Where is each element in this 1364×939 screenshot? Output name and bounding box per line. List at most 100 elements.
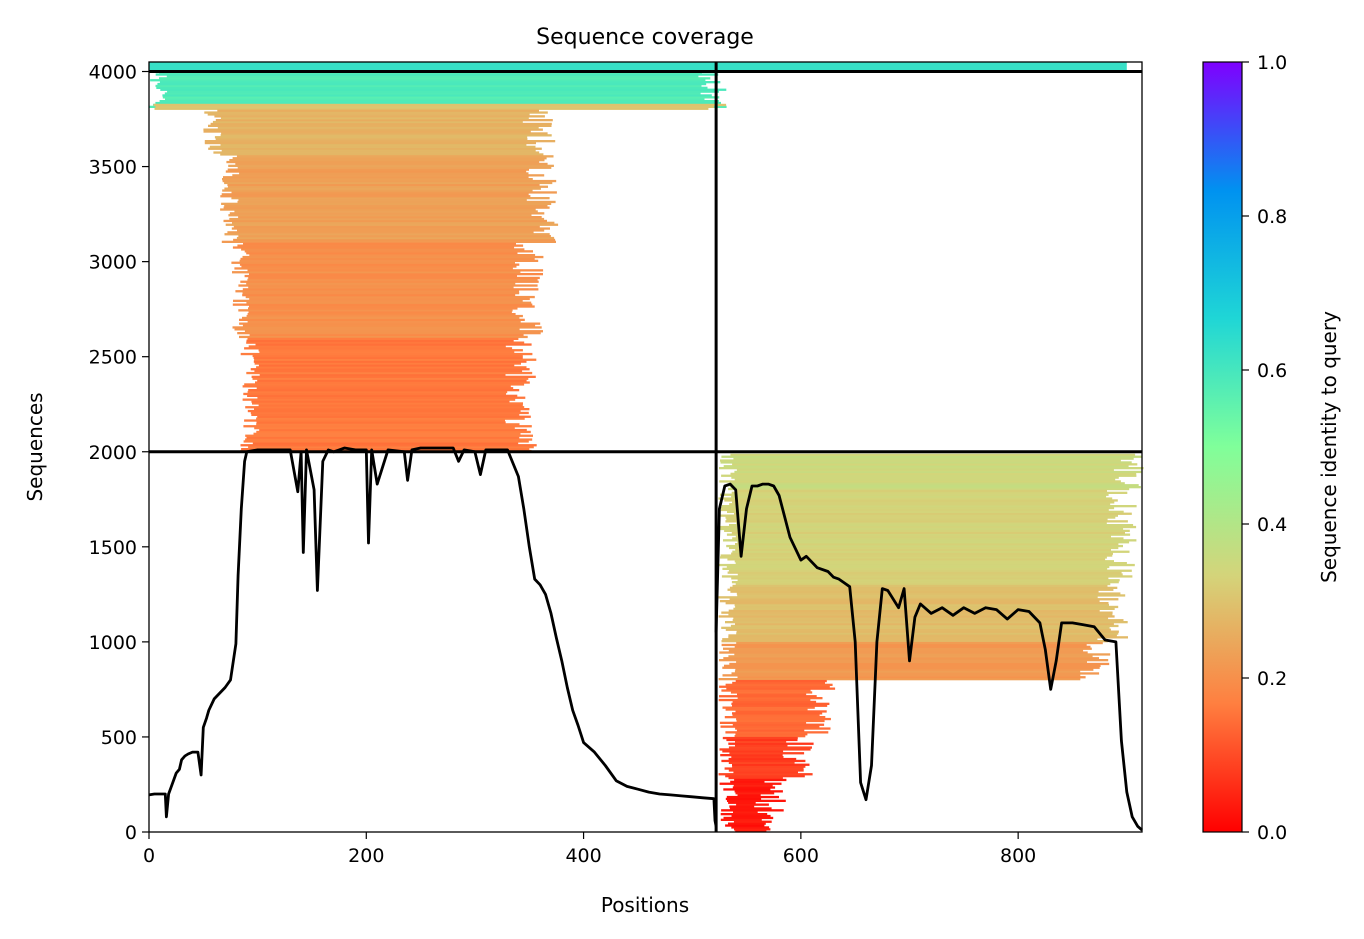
y-axis-label: Sequences bbox=[23, 392, 47, 501]
alignment-row bbox=[737, 541, 1130, 544]
alignment-row bbox=[732, 550, 1130, 553]
coverage-lines bbox=[148, 446, 1143, 832]
alignment-row bbox=[735, 830, 767, 833]
alignment-row bbox=[224, 187, 541, 190]
alignment-row bbox=[721, 809, 784, 812]
alignment-row bbox=[238, 309, 513, 312]
alignment-row bbox=[157, 82, 707, 86]
alignment-row bbox=[730, 780, 765, 783]
alignment-row bbox=[735, 727, 831, 730]
alignment-row bbox=[227, 168, 529, 171]
alignment-row bbox=[259, 373, 506, 377]
alignment-row bbox=[732, 763, 810, 766]
alignment-row bbox=[229, 159, 545, 162]
alignment-row bbox=[723, 539, 1137, 542]
alignment-row bbox=[246, 252, 518, 255]
alignment-row bbox=[241, 248, 525, 251]
alignment-row bbox=[254, 358, 537, 361]
alignment-row bbox=[252, 442, 519, 445]
alignment-row bbox=[726, 518, 1108, 521]
alignment-row bbox=[236, 155, 554, 158]
alignment-row bbox=[249, 297, 530, 301]
alignment-row bbox=[155, 101, 721, 105]
alignment-row bbox=[244, 330, 543, 333]
alignment-row bbox=[220, 134, 552, 137]
alignment-row bbox=[718, 678, 1081, 681]
alignment-row bbox=[729, 586, 1118, 589]
alignment-row bbox=[164, 92, 701, 95]
alignment-row bbox=[217, 109, 540, 112]
alignment-row bbox=[728, 761, 795, 764]
alignment-row bbox=[251, 400, 510, 403]
alignment-row bbox=[240, 444, 537, 447]
alignment-row bbox=[232, 157, 547, 160]
alignment-row bbox=[737, 794, 761, 797]
alignment-row bbox=[728, 801, 756, 804]
alignment-row bbox=[241, 265, 517, 268]
alignment-row bbox=[731, 826, 770, 829]
alignment-row bbox=[725, 628, 1111, 631]
alignment-row bbox=[731, 814, 771, 818]
alignment-row bbox=[736, 641, 1103, 645]
alignment-row bbox=[723, 816, 774, 820]
alignment-row bbox=[733, 784, 773, 787]
alignment-row bbox=[259, 428, 527, 432]
alignment-row bbox=[232, 221, 555, 224]
alignment-row bbox=[726, 738, 798, 742]
alignment-row bbox=[729, 524, 1134, 527]
alignment-row bbox=[242, 292, 520, 295]
alignment-row bbox=[238, 198, 527, 202]
alignment-row bbox=[718, 698, 811, 702]
alignment-row bbox=[720, 493, 1109, 496]
alignment-row bbox=[722, 706, 815, 709]
alignment-row bbox=[221, 132, 548, 135]
alignment-row bbox=[244, 274, 517, 278]
alignment-row bbox=[232, 246, 515, 249]
alignment-row bbox=[720, 813, 768, 816]
alignment-row bbox=[215, 119, 553, 122]
alignment-row bbox=[221, 240, 557, 243]
alignment-row bbox=[731, 476, 1119, 479]
alignment-row bbox=[259, 351, 515, 354]
alignment-row bbox=[729, 807, 772, 810]
alignment-row bbox=[239, 335, 528, 339]
alignment-row bbox=[150, 79, 706, 82]
alignment-row bbox=[722, 567, 1108, 570]
alignment-row bbox=[224, 181, 553, 185]
alignment-row bbox=[719, 527, 1124, 531]
y-tick-label: 3000 bbox=[89, 252, 137, 274]
alignment-row bbox=[728, 746, 812, 749]
alignment-row bbox=[718, 563, 1135, 567]
alignment-row bbox=[718, 773, 813, 776]
alignment-row bbox=[247, 409, 521, 413]
alignment-row bbox=[735, 744, 788, 747]
alignment-row bbox=[734, 790, 783, 793]
colorbar-label: Sequence identity to query bbox=[1317, 311, 1341, 583]
alignment-row bbox=[727, 571, 1122, 574]
alignment-row bbox=[203, 130, 531, 133]
alignment-row bbox=[729, 598, 1119, 601]
x-tick-label: 600 bbox=[783, 845, 819, 867]
alignment-row bbox=[222, 189, 533, 192]
alignment-row bbox=[725, 797, 762, 801]
alignment-row bbox=[244, 419, 505, 422]
alignment-row bbox=[234, 210, 538, 213]
alignment-row bbox=[733, 811, 758, 814]
alignment-row bbox=[159, 100, 719, 103]
y-tick-label: 2000 bbox=[89, 442, 137, 464]
alignment-row bbox=[735, 535, 1111, 538]
alignment-row bbox=[733, 457, 1134, 460]
coverage-heatmap bbox=[149, 62, 1144, 833]
alignment-row bbox=[737, 693, 807, 696]
colorbar-gradient bbox=[1202, 61, 1243, 833]
alignment-row bbox=[239, 322, 541, 325]
alignment-row bbox=[725, 708, 808, 711]
alignment-row bbox=[224, 204, 548, 207]
alignment-row bbox=[251, 413, 520, 416]
alignment-row bbox=[237, 200, 556, 204]
alignment-row bbox=[243, 425, 532, 428]
alignment-row bbox=[728, 487, 1130, 491]
alignment-row bbox=[727, 484, 1139, 487]
alignment-row bbox=[734, 478, 1116, 481]
